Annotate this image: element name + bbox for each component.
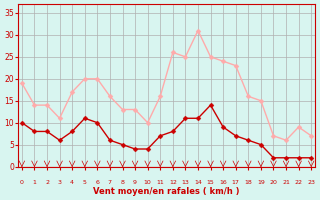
X-axis label: Vent moyen/en rafales ( km/h ): Vent moyen/en rafales ( km/h ) <box>93 187 240 196</box>
